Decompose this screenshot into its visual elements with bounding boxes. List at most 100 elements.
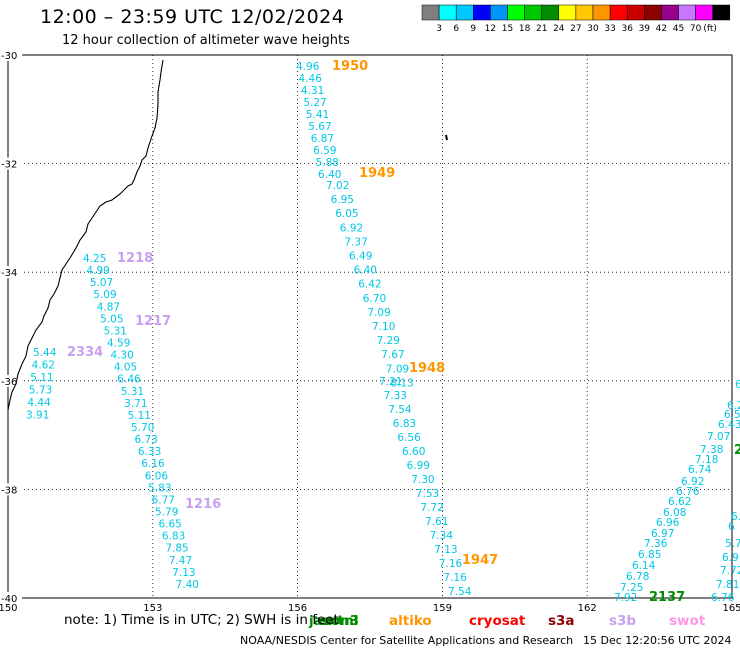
track-id-label: 1950	[332, 59, 368, 74]
legend-label: 18	[519, 24, 531, 34]
y-tick-label: -40	[1, 594, 17, 605]
wave-height-label: 6.95	[331, 194, 354, 206]
legend-swatch	[712, 4, 731, 21]
wave-height-label: 6.83	[162, 531, 185, 543]
tick-bg	[0, 592, 22, 604]
wave-height-label: 5.44	[33, 347, 57, 359]
wave-height-label: 5.27	[303, 97, 326, 109]
wave-height-label: 6.74	[688, 464, 712, 476]
wave-height-label: 4.44	[27, 397, 51, 409]
wave-height-label: 6.16	[141, 458, 165, 470]
wave-height-label: 7.47	[169, 555, 192, 567]
legend-label: 15	[502, 24, 513, 34]
wave-height-label: 5.31	[104, 325, 127, 337]
y-tick-label: -34	[1, 268, 17, 279]
legend-label: 21	[536, 24, 547, 34]
wave-height-label: 6.40	[318, 169, 341, 181]
y-tick-label: -30	[1, 51, 17, 62]
x-tick-label: 159	[433, 603, 452, 614]
wave-height-label: 3.71	[124, 398, 147, 410]
island-mark	[445, 134, 448, 141]
wave-height-label: 7.36	[644, 538, 668, 550]
x-tick-label: 165	[722, 603, 740, 614]
legend-label: 12	[485, 24, 496, 34]
wave-height-label: 7.40	[176, 579, 199, 591]
wave-height-label: 6.42	[358, 279, 381, 291]
wave-height-label: 7.16	[439, 558, 463, 570]
wave-height-label: 6.08	[663, 507, 686, 519]
legend-label: 33	[604, 24, 615, 34]
wave-height-label: 6.53	[724, 409, 740, 421]
satellite-label: s3b	[609, 613, 636, 629]
wave-height-label: 6.83	[393, 418, 416, 430]
wave-height-label: 7.16	[443, 572, 467, 584]
legend-label: 36	[621, 24, 633, 34]
wave-height-label: 7.02	[326, 180, 349, 192]
wave-height-label: 7.29	[377, 335, 400, 347]
legend-label: 9	[470, 24, 476, 34]
tick-bg	[0, 157, 22, 170]
wave-height-label: 7.33	[384, 390, 407, 402]
wave-height-label: 7.13	[172, 567, 195, 579]
wave-height-label: 6.2	[727, 400, 740, 412]
wave-height-label: 4.96	[296, 61, 320, 73]
wave-height-label: 6.06	[145, 470, 169, 482]
wave-height-label: 7.38	[700, 444, 723, 456]
wave-height-label: 6.85	[638, 549, 661, 561]
wave-height-label: 6.76	[676, 486, 700, 498]
track-id-label: 1216	[185, 497, 221, 512]
y-tick-label: -38	[1, 485, 17, 496]
wave-height-label: 4.59	[107, 337, 130, 349]
wave-height-label: 5.41	[306, 109, 329, 121]
wave-height-label: 5.31	[121, 386, 144, 398]
wave-height-label: 5.11	[128, 410, 151, 422]
wave-height-label: 7.54	[448, 586, 472, 598]
wave-height-label: 7.54	[388, 404, 412, 416]
satellite-label: cryosat	[469, 613, 526, 629]
wave-height-label: 7.37	[344, 236, 367, 248]
wave-height-label: 7.81	[716, 579, 739, 591]
satellite-label: s3a	[548, 613, 575, 629]
y-tick-label: -32	[1, 160, 17, 171]
track-id-label: 1218	[117, 251, 153, 266]
wave-height-label: 4.25	[83, 253, 106, 265]
wave-height-label: 6.65	[158, 519, 181, 531]
track-id-label: 1217	[135, 314, 171, 329]
wave-height-label: 5.79	[155, 506, 178, 518]
wave-height-label: 7.61	[425, 516, 448, 528]
footer-timestamp: 15 Dec 12:20:56 UTC 2024	[583, 634, 732, 647]
wave-height-label: 5.67	[308, 121, 331, 133]
wave-height-label: 4.31	[301, 85, 324, 97]
wave-height-label: 7.18	[695, 454, 718, 466]
track-id-label: 2137	[649, 590, 685, 605]
wave-height-label: 6.2	[731, 511, 740, 523]
map-frame	[7, 54, 733, 599]
wave-height-label: 6.78	[626, 571, 649, 583]
wave-height-label: 6.97	[651, 528, 674, 540]
wave-height-label: 6	[728, 521, 735, 533]
wave-height-label: 5.88	[316, 157, 339, 169]
footer-credit: NOAA/NESDIS Center for Satellite Applica…	[240, 634, 574, 647]
wave-height-label: 6.76	[711, 592, 735, 604]
wave-height-label: 4.87	[97, 301, 120, 313]
x-tick-label: 156	[288, 603, 307, 614]
legend-label: 45	[673, 24, 684, 34]
legend-label: 30	[587, 24, 599, 34]
wave-height-label: 7.25	[620, 582, 643, 594]
wave-height-label: 7.53	[416, 488, 439, 500]
wave-height-label: 7.09	[367, 307, 390, 319]
wave-height-label: 6.70	[363, 293, 386, 305]
page-title: 12:00 – 23:59 UTC 12/02/2024	[40, 6, 345, 28]
wave-height-label: 6.59	[313, 145, 336, 157]
wave-height-label: 7.07	[707, 431, 730, 443]
wave-height-label: 7.72	[420, 502, 443, 514]
wave-height-label: 7.30	[411, 474, 434, 486]
wave-height-label: 4.62	[32, 360, 55, 372]
wave-height-label: 5.73	[29, 385, 52, 397]
wave-height-label: 7.92	[614, 592, 637, 604]
legend-label: 42	[656, 24, 667, 34]
tick-bg	[0, 483, 22, 496]
wave-height-label: 4.99	[86, 265, 109, 277]
wave-height-label: 6.9	[722, 552, 739, 564]
